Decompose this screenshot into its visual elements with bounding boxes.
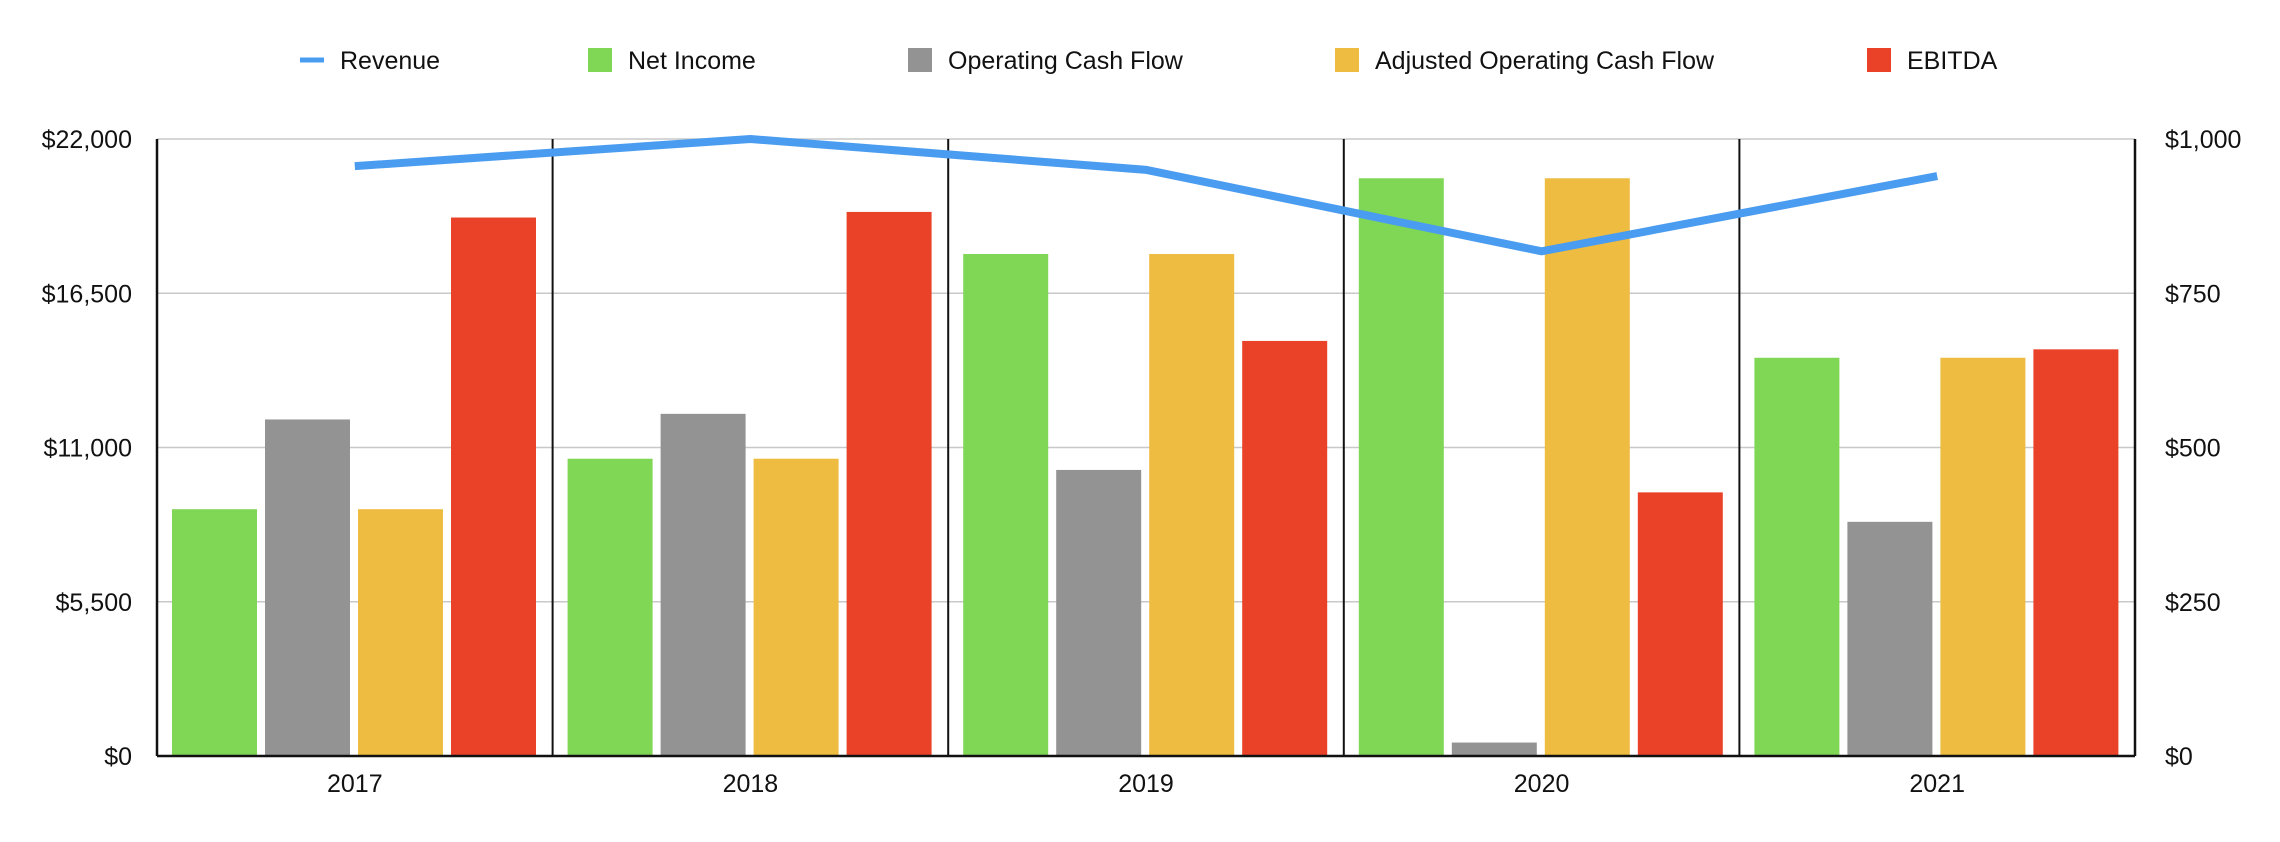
bar-ebitda-2019 — [1242, 340, 1328, 756]
plot-frame — [155, 139, 2137, 758]
legend-label: EBITDA — [1907, 47, 1998, 75]
revenue-line — [354, 135, 1938, 256]
bar-adjusted-operating-cash-flow-2021 — [1940, 357, 2026, 756]
axes: $0 $5,500 $11,000 $16,500 $22,000 $0 $250 $500 $… — [42, 126, 2242, 798]
y-left-tick-label: $16,500 — [42, 280, 132, 308]
y-right-tick-label: $0 — [2165, 743, 2193, 771]
bar-adjusted-operating-cash-flow-2018 — [753, 458, 839, 756]
bar-operating-cash-flow-2019 — [1056, 469, 1142, 756]
y-left-tick-label: $5,500 — [56, 589, 132, 617]
x-tick-label: 2020 — [1514, 770, 1570, 798]
legend-item-revenue: Revenue — [300, 47, 440, 75]
bar-operating-cash-flow-2017 — [265, 419, 350, 756]
y-right-tick-label: $750 — [2165, 280, 2221, 308]
legend-label: Operating Cash Flow — [948, 47, 1184, 75]
bar-ebitda-2021 — [2033, 349, 2119, 756]
bar-adjusted-operating-cash-flow-2020 — [1544, 178, 1630, 756]
legend: Revenue Net Income Operating Cash Flow Adju… — [300, 47, 1998, 75]
legend-label: Adjusted Operating Cash Flow — [1375, 47, 1715, 75]
bar-net-income-2021 — [1754, 357, 1840, 756]
x-tick-label: 2017 — [327, 770, 383, 798]
bar-adjusted-operating-cash-flow-2017 — [358, 509, 443, 756]
legend-swatch — [588, 48, 612, 72]
legend-label: Net Income — [628, 47, 756, 75]
legend-swatch — [1867, 48, 1891, 72]
y-right-tick-label: $500 — [2165, 435, 2221, 463]
bar-adjusted-operating-cash-flow-2019 — [1149, 253, 1235, 756]
legend-item-operating-cash-flow: Operating Cash Flow — [908, 47, 1184, 75]
x-tick-label: 2018 — [723, 770, 779, 798]
legend-swatch — [1335, 48, 1359, 72]
y-right-tick-label: $1,000 — [2165, 126, 2241, 154]
bar-ebitda-2018 — [846, 211, 932, 756]
bar-net-income-2017 — [172, 509, 257, 756]
y-left-tick-label: $0 — [104, 743, 132, 771]
bars — [172, 178, 2119, 756]
bar-operating-cash-flow-2018 — [660, 413, 746, 756]
x-tick-label: 2019 — [1118, 770, 1174, 798]
bar-ebitda-2020 — [1637, 492, 1723, 756]
legend-item-net-income: Net Income — [588, 47, 756, 75]
bar-operating-cash-flow-2021 — [1847, 521, 1933, 756]
legend-item-adjusted-operating-cash-flow: Adjusted Operating Cash Flow — [1335, 47, 1715, 75]
bar-net-income-2019 — [963, 253, 1049, 756]
line-revenue — [354, 135, 1938, 256]
bar-net-income-2020 — [1358, 178, 1444, 756]
legend-swatch — [908, 48, 932, 72]
bar-net-income-2018 — [567, 458, 653, 756]
y-left-tick-label: $11,000 — [43, 435, 132, 463]
x-tick-label: 2021 — [1909, 770, 1965, 798]
legend-label: Revenue — [340, 47, 440, 75]
bar-ebitda-2017 — [451, 217, 536, 756]
y-right-tick-label: $250 — [2165, 589, 2221, 617]
legend-item-ebitda: EBITDA — [1867, 47, 1998, 75]
y-left-tick-label: $22,000 — [42, 126, 132, 154]
bar-operating-cash-flow-2020 — [1451, 742, 1537, 756]
